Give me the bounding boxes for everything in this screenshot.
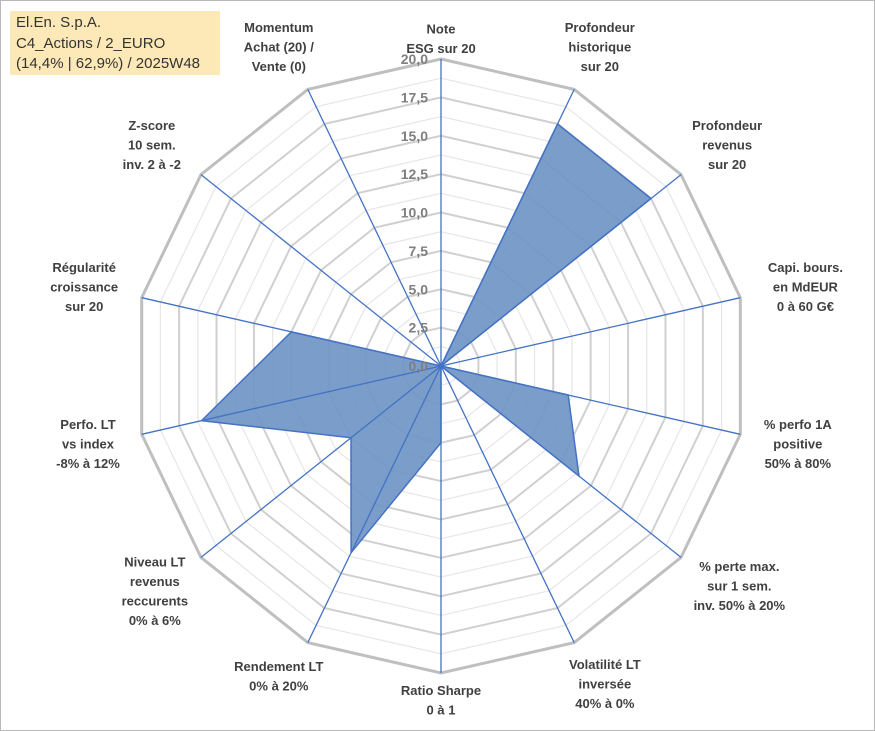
axis-label: Ratio Sharpe 0 à 1 [401, 683, 481, 718]
axis-label: Niveau LT revenus reccurents 0% à 6% [122, 555, 188, 629]
title-line-scores: (14,4% | 62,9%) / 2025W48 [16, 55, 200, 72]
radar-spokes [141, 59, 741, 673]
axis-spoke [440, 89, 575, 367]
radial-tick-labels: 0,0 2,5 5,0 7,5 10,0 12,5 15,0 17,5 20,0 [401, 51, 428, 374]
axis-label: % perfo 1A positive 50% à 80% [764, 417, 833, 471]
tick-label: 0,0 [409, 358, 429, 374]
axis-spoke [440, 365, 575, 643]
axis-label: Momentum Achat (20) / Vente (0) [244, 20, 314, 74]
axis-label: Volatilité LT inversée 40% à 0% [569, 657, 641, 711]
tick-label: 7,5 [409, 243, 429, 259]
axis-spoke [141, 365, 442, 435]
tick-label: 5,0 [409, 281, 429, 297]
axis-spoke [307, 365, 442, 643]
axis-spoke [200, 365, 442, 558]
title-line-category: C4_Actions / 2_EURO [16, 34, 166, 52]
axis-label: Profondeur historique sur 20 [565, 20, 635, 74]
axis-label: Perfo. LT vs index -8% à 12% [56, 417, 120, 471]
axis-spoke [440, 365, 741, 435]
tick-label: 12,5 [401, 166, 428, 182]
axis-spoke [141, 297, 442, 367]
chart-title-box: El.En. S.p.A. C4_Actions / 2_EURO (14,4%… [10, 11, 220, 75]
axis-label: Profondeur revenus sur 20 [692, 118, 762, 172]
tick-label: 20,0 [401, 51, 428, 67]
axis-spoke [440, 365, 682, 558]
axis-label: Régularité croissance sur 20 [50, 260, 118, 314]
axis-label: Z-score 10 sem. inv. 2 à -2 [123, 118, 181, 172]
axis-label: Capi. bours. en MdEUR 0 à 60 G€ [768, 260, 843, 314]
axis-label: % perte max. sur 1 sem. inv. 50% à 20% [694, 559, 786, 613]
title-line-company: El.En. S.p.A. [16, 14, 102, 31]
tick-label: 17,5 [401, 89, 428, 105]
series-area [199, 122, 653, 555]
axis-label: Note ESG sur 20 [406, 22, 475, 57]
tick-label: 10,0 [401, 205, 428, 221]
axis-spoke [200, 174, 442, 367]
axis-spoke [440, 174, 682, 367]
tick-label: 15,0 [401, 128, 428, 144]
tick-label: 2,5 [409, 320, 429, 336]
radar-series [199, 122, 653, 555]
axis-spoke [440, 297, 741, 367]
axis-spoke [307, 89, 442, 367]
axis-label: Rendement LT 0% à 20% [234, 659, 323, 694]
axis-labels: Note ESG sur 20 Profondeur historique sur 20… [50, 20, 843, 718]
